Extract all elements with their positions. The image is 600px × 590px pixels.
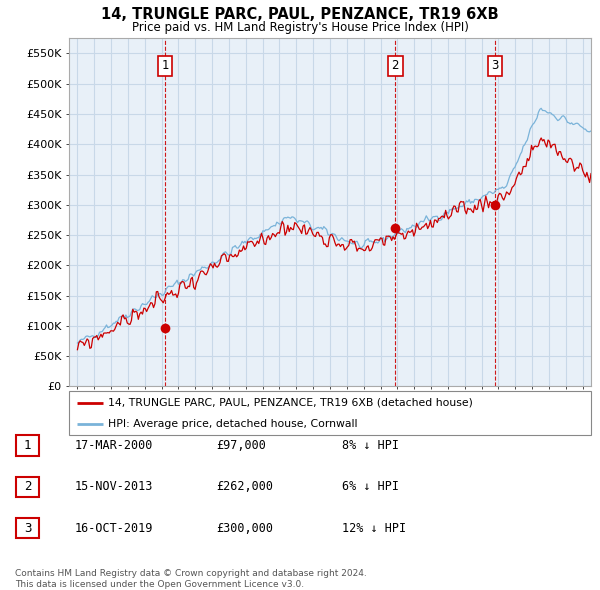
Text: 15-NOV-2013: 15-NOV-2013 bbox=[75, 480, 154, 493]
Text: 17-MAR-2000: 17-MAR-2000 bbox=[75, 439, 154, 452]
FancyBboxPatch shape bbox=[69, 391, 591, 435]
FancyBboxPatch shape bbox=[16, 518, 39, 538]
Text: Contains HM Land Registry data © Crown copyright and database right 2024.
This d: Contains HM Land Registry data © Crown c… bbox=[15, 569, 367, 589]
FancyBboxPatch shape bbox=[16, 477, 39, 497]
Text: Price paid vs. HM Land Registry's House Price Index (HPI): Price paid vs. HM Land Registry's House … bbox=[131, 21, 469, 34]
Text: 2: 2 bbox=[392, 59, 399, 72]
Text: 1: 1 bbox=[161, 59, 169, 72]
Text: 3: 3 bbox=[24, 522, 31, 535]
Text: 14, TRUNGLE PARC, PAUL, PENZANCE, TR19 6XB (detached house): 14, TRUNGLE PARC, PAUL, PENZANCE, TR19 6… bbox=[108, 398, 473, 408]
Text: 12% ↓ HPI: 12% ↓ HPI bbox=[342, 522, 406, 535]
FancyBboxPatch shape bbox=[16, 435, 39, 455]
Text: £300,000: £300,000 bbox=[216, 522, 273, 535]
Text: 2: 2 bbox=[24, 480, 31, 493]
Text: £97,000: £97,000 bbox=[216, 439, 266, 452]
Text: 3: 3 bbox=[491, 59, 499, 72]
Text: 8% ↓ HPI: 8% ↓ HPI bbox=[342, 439, 399, 452]
Text: 16-OCT-2019: 16-OCT-2019 bbox=[75, 522, 154, 535]
Text: £262,000: £262,000 bbox=[216, 480, 273, 493]
Text: 1: 1 bbox=[24, 439, 31, 452]
Text: 6% ↓ HPI: 6% ↓ HPI bbox=[342, 480, 399, 493]
Text: 14, TRUNGLE PARC, PAUL, PENZANCE, TR19 6XB: 14, TRUNGLE PARC, PAUL, PENZANCE, TR19 6… bbox=[101, 7, 499, 22]
Text: HPI: Average price, detached house, Cornwall: HPI: Average price, detached house, Corn… bbox=[108, 419, 358, 429]
